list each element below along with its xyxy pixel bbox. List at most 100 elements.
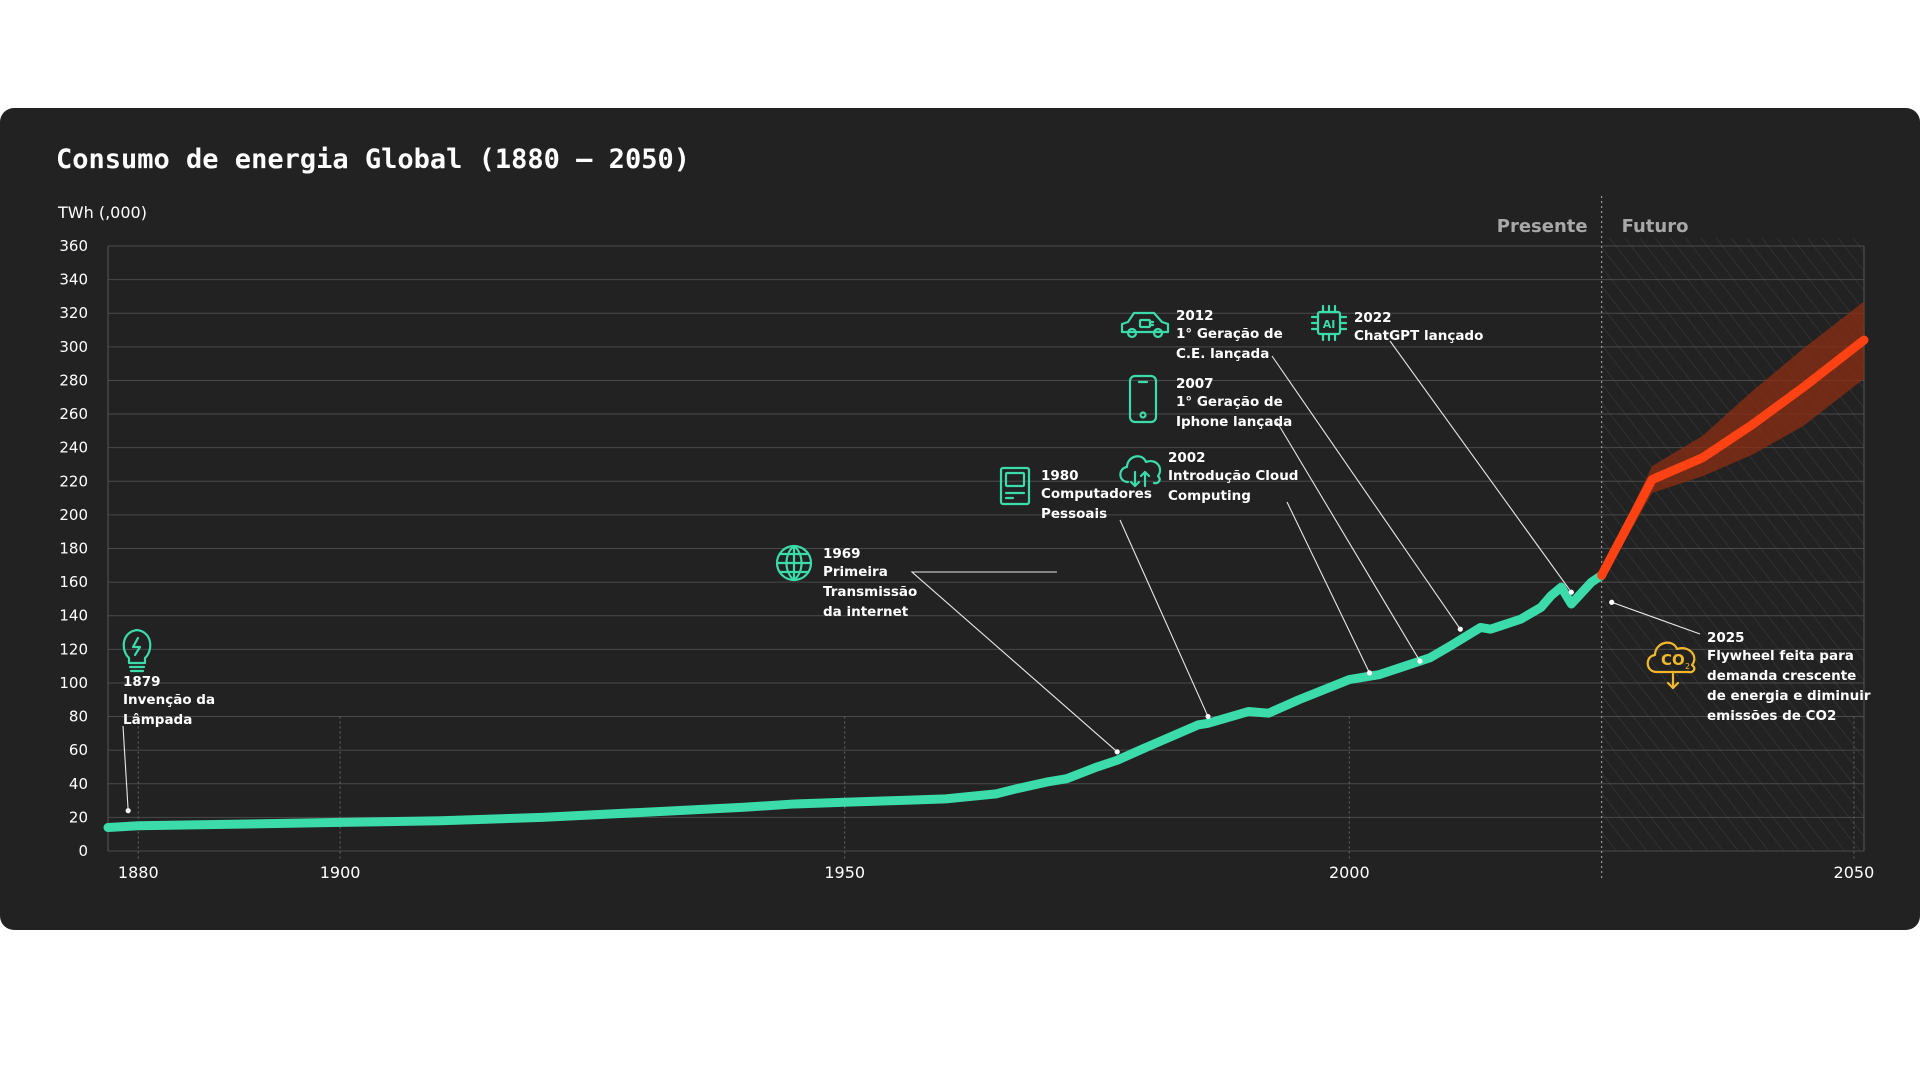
chart-title: Consumo de energia Global (1880 – 2050) xyxy=(56,144,690,175)
annotation-year: 2007 xyxy=(1176,376,1214,392)
annotation-text: Introdução Cloud xyxy=(1168,468,1298,484)
computer-icon xyxy=(999,466,1031,506)
annotation-leader-dot xyxy=(1417,658,1423,664)
forecast-series-line xyxy=(1597,335,1869,580)
computer-icon-shape xyxy=(1004,471,1026,488)
cloud-icon xyxy=(1119,455,1162,488)
annotation-leader-line xyxy=(1286,501,1370,674)
y-tick-label: 240 xyxy=(59,439,88,457)
y-tick-label: 40 xyxy=(69,775,88,793)
annotation-leader-line xyxy=(1611,601,1701,635)
y-tick-label: 360 xyxy=(59,237,88,255)
co2-icon: CO 2 xyxy=(1646,641,1696,690)
annotation-leader-dot xyxy=(1609,599,1615,605)
x-tick-label: 1900 xyxy=(320,863,361,882)
annotation-leader-line xyxy=(1389,340,1572,593)
co2-icon-shape xyxy=(1666,672,1680,690)
ai-chip-icon-shape xyxy=(1310,304,1348,342)
annotation-text: C.E. lançada xyxy=(1176,346,1269,362)
car-icon-shape xyxy=(1152,327,1164,339)
y-tick-label: 120 xyxy=(59,640,88,658)
annotation-text: Lâmpada xyxy=(123,712,192,728)
annotation-text: da internet xyxy=(823,604,909,620)
present-label: Presente xyxy=(1497,216,1588,237)
annotation-leader-dot xyxy=(1366,670,1373,676)
globe-icon xyxy=(775,544,813,582)
y-tick-label: 340 xyxy=(59,271,88,289)
annotation-leader-dot xyxy=(1457,626,1463,632)
annotation-text: emissões de CO2 xyxy=(1707,708,1836,724)
annotation-year: 1980 xyxy=(1041,468,1079,484)
annotation-leader-dot xyxy=(1114,749,1120,755)
future-hatch-region xyxy=(1601,238,1864,851)
y-tick-label: 0 xyxy=(78,842,88,860)
annotation-leader-line xyxy=(1276,421,1421,662)
lightbulb-icon-shape xyxy=(131,636,142,657)
cloud-icon-shape xyxy=(1119,455,1162,485)
annotation-text: Invenção da xyxy=(123,692,215,708)
co2-icon-text: 2 xyxy=(1685,662,1690,671)
annotation-text: Iphone lançada xyxy=(1176,414,1292,430)
globe-icon-shape xyxy=(775,544,813,582)
computer-icon-shape xyxy=(1004,491,1026,500)
y-tick-label: 160 xyxy=(59,573,88,591)
annotation-year: 2012 xyxy=(1176,308,1214,324)
y-axis-label: TWh (,000) xyxy=(57,203,147,222)
computer-icon-shape xyxy=(999,466,1031,506)
y-tick-label: 60 xyxy=(69,741,88,759)
co2-icon-shape xyxy=(1646,641,1696,674)
co2-icon-text: CO xyxy=(1661,651,1685,669)
annotation-text: Computing xyxy=(1168,488,1251,504)
annotation-year: 2025 xyxy=(1707,630,1745,646)
y-tick-label: 320 xyxy=(59,304,88,322)
future-label: Futuro xyxy=(1622,216,1689,237)
annotation-text: ChatGPT lançado xyxy=(1354,328,1483,344)
annotation-text: Flywheel feita para xyxy=(1707,648,1854,664)
x-tick-label: 1950 xyxy=(824,863,865,882)
annotation-year: 1879 xyxy=(123,674,161,690)
y-tick-label: 100 xyxy=(59,674,88,692)
phone-icon xyxy=(1128,374,1158,424)
cloud-icon-shape xyxy=(1139,470,1151,488)
annotation-text: de energia e diminuir xyxy=(1707,688,1871,704)
historical-series-line xyxy=(103,570,1607,832)
annotation-leader-line xyxy=(1271,355,1461,630)
y-tick-label: 80 xyxy=(69,708,88,726)
y-tick-label: 20 xyxy=(69,808,88,826)
annotation-leader-dot xyxy=(125,808,131,814)
annotation-text: 1° Geração de xyxy=(1176,394,1283,410)
annotation-text: Primeira xyxy=(823,564,888,580)
car-icon-shape xyxy=(1148,320,1155,327)
y-tick-label: 260 xyxy=(59,405,88,423)
lightbulb-icon-shape xyxy=(128,665,146,673)
phone-icon-shape xyxy=(1139,411,1147,419)
energy-consumption-chart: 0 20 40 60 80 100 120 140 160 180 200 220 240 260 280 3… xyxy=(57,196,1874,882)
car-icon-shape xyxy=(1126,327,1138,339)
phone-icon-shape xyxy=(1128,374,1158,424)
annotation-text: 1° Geração de xyxy=(1176,326,1283,342)
y-tick-label: 200 xyxy=(59,506,88,524)
annotation-year: 2002 xyxy=(1168,450,1206,466)
annotation-year: 2022 xyxy=(1354,310,1392,326)
annotation-leader-line xyxy=(910,571,1118,753)
annotation-leader-line xyxy=(1119,519,1209,717)
y-tick-label: 180 xyxy=(59,540,88,558)
car-icon-shape xyxy=(1138,318,1152,329)
ai-chip-icon-text: AI xyxy=(1323,318,1336,331)
annotation-text: Pessoais xyxy=(1041,506,1107,522)
x-tick-label: 1880 xyxy=(118,863,159,882)
car-icon xyxy=(1120,311,1170,339)
y-tick-label: 280 xyxy=(59,371,88,389)
lightbulb-icon xyxy=(122,628,152,673)
annotation-text: Transmissão xyxy=(823,584,917,600)
x-tick-label: 2000 xyxy=(1329,863,1370,882)
y-tick-label: 220 xyxy=(59,472,88,490)
annotation-text: Computadores xyxy=(1041,486,1152,502)
annotation-year: 1969 xyxy=(823,546,861,562)
ai-chip-icon: AI xyxy=(1310,304,1348,342)
annotation-leader-line xyxy=(122,725,129,811)
annotation-leader-dot xyxy=(1205,713,1211,720)
car-icon-shape xyxy=(1120,311,1170,334)
chart-card: Consumo de energia Global (1880 – 2050) … xyxy=(0,108,1920,930)
y-tick-label: 300 xyxy=(59,338,88,356)
